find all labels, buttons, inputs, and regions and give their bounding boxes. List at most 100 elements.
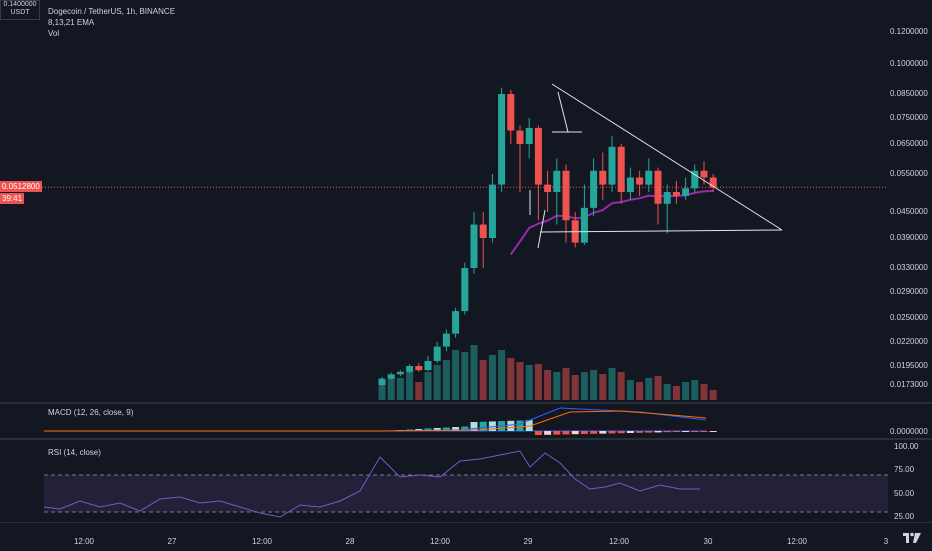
volume-bar [580, 372, 588, 400]
macd-histogram-bar [691, 431, 699, 432]
rsi-canvas [43, 450, 888, 518]
volume-bar [672, 386, 680, 400]
macd-histogram-bar [516, 420, 524, 431]
candle-body [406, 366, 414, 372]
macd-canvas [44, 407, 717, 435]
volume-bar [498, 350, 506, 400]
candle-body [470, 224, 478, 268]
price-chart-pane[interactable]: Dogecoin / TetherUS, 1h, BINANCE 8,13,21… [0, 0, 888, 402]
time-tick-label: 28 [345, 537, 355, 546]
candle-body [654, 170, 662, 204]
candle-body [562, 170, 570, 221]
candle-body [479, 224, 487, 238]
macd-histogram-bar [424, 428, 432, 431]
ema-line [509, 190, 714, 256]
price-tick-label: 0.1000000 [890, 59, 928, 68]
volume-bar [479, 360, 487, 400]
macd-histogram-bar [562, 431, 570, 435]
ema-legend: 8,13,21 EMA [48, 18, 95, 27]
candle-body [396, 371, 404, 375]
tradingview-logo-icon[interactable] [903, 531, 921, 543]
macd-histogram-bar [433, 428, 441, 431]
pane-separator[interactable] [0, 402, 932, 404]
currency-top-value: 0.1400000 [3, 1, 37, 8]
candle-body [534, 127, 542, 185]
macd-pane[interactable]: MACD (12, 26, close, 9) [0, 404, 888, 438]
candle-body [378, 378, 386, 385]
volume-bar [654, 376, 662, 400]
volume-bar [534, 364, 542, 400]
price-tick-label: 0.0850000 [890, 89, 928, 98]
last-price-badge: 0.0512800 [0, 181, 42, 192]
price-tick-label: 0.1200000 [890, 27, 928, 36]
candle-body [452, 311, 460, 334]
macd-histogram-bar [488, 421, 496, 431]
candle-body [498, 94, 506, 185]
candle-body [488, 184, 496, 238]
macd-histogram-bar [507, 420, 515, 431]
volume-bar [562, 368, 570, 400]
price-tick-label: 0.0650000 [890, 139, 928, 148]
macd-histogram-bar [553, 431, 561, 435]
candle-body [553, 170, 561, 193]
price-tick-label: 0.0250000 [890, 313, 928, 322]
candle-body [672, 192, 680, 196]
price-tick-label: 0.0450000 [890, 207, 928, 216]
price-tick-label: 0.0390000 [890, 233, 928, 242]
candle-body [700, 170, 708, 178]
bar-countdown: 39:41 [0, 193, 25, 204]
macd-histogram-bar [599, 431, 607, 434]
volume-bar [626, 380, 634, 400]
volume-bar [387, 375, 395, 400]
time-tick-label: 12:00 [608, 537, 630, 546]
candle-body [617, 146, 625, 193]
volume-bar [636, 382, 644, 400]
volume-bar [700, 384, 708, 400]
volume-bar [424, 372, 432, 400]
macd-histogram-bar [442, 427, 450, 431]
volume-bar [682, 382, 690, 400]
time-tick-label: 27 [167, 537, 177, 546]
chart-legend: Dogecoin / TetherUS, 1h, BINANCE 8,13,21… [48, 6, 175, 39]
volume-bar [599, 374, 607, 400]
rsi-pane[interactable]: RSI (14, close) [0, 441, 888, 521]
volume-bar [378, 380, 386, 400]
macd-histogram-bar [461, 426, 469, 431]
macd-legend: MACD (12, 26, close, 9) [48, 408, 134, 417]
time-axis[interactable] [0, 522, 932, 551]
time-tick-label: 12:00 [786, 537, 808, 546]
volume-bar [544, 370, 552, 400]
candle-body [709, 177, 717, 188]
volume-bar [461, 352, 469, 400]
candle-body [599, 170, 607, 185]
currency-badge[interactable]: 0.1400000 USDT [0, 0, 40, 20]
rsi-tick-label: 100.00 [894, 442, 919, 451]
macd-histogram-bar [590, 431, 598, 434]
volume-bar [608, 368, 616, 400]
macd-histogram-bar [645, 431, 653, 433]
candle-body [691, 170, 699, 189]
macd-histogram-bar [580, 431, 588, 434]
macd-histogram-bar [571, 431, 579, 435]
candle-body [525, 127, 533, 144]
price-tick-label: 0.0750000 [890, 113, 928, 122]
rsi-tick-label: 25.00 [894, 512, 915, 521]
volume-bar [571, 375, 579, 400]
rsi-tick-label: 50.00 [894, 489, 915, 498]
candle-body [544, 184, 552, 193]
price-chart-canvas[interactable] [0, 0, 888, 402]
volume-bar [452, 350, 460, 400]
candle-body [415, 366, 423, 371]
macd-histogram-bar [415, 429, 423, 431]
candle-body [507, 94, 515, 131]
macd-histogram-bar [608, 431, 616, 434]
pane-separator[interactable] [0, 438, 932, 440]
rsi-line [43, 450, 700, 518]
volume-bar [516, 362, 524, 400]
macd-histogram-bar [636, 431, 644, 433]
signal-line [44, 410, 707, 432]
price-tick-label: 0.0173000 [890, 380, 928, 389]
price-axis[interactable]: 0.1200000 0.1000000 0.0850000 0.0750000 0.06… [888, 0, 932, 402]
currency-unit: USDT [10, 9, 30, 16]
macd-histogram-bar [479, 421, 487, 431]
